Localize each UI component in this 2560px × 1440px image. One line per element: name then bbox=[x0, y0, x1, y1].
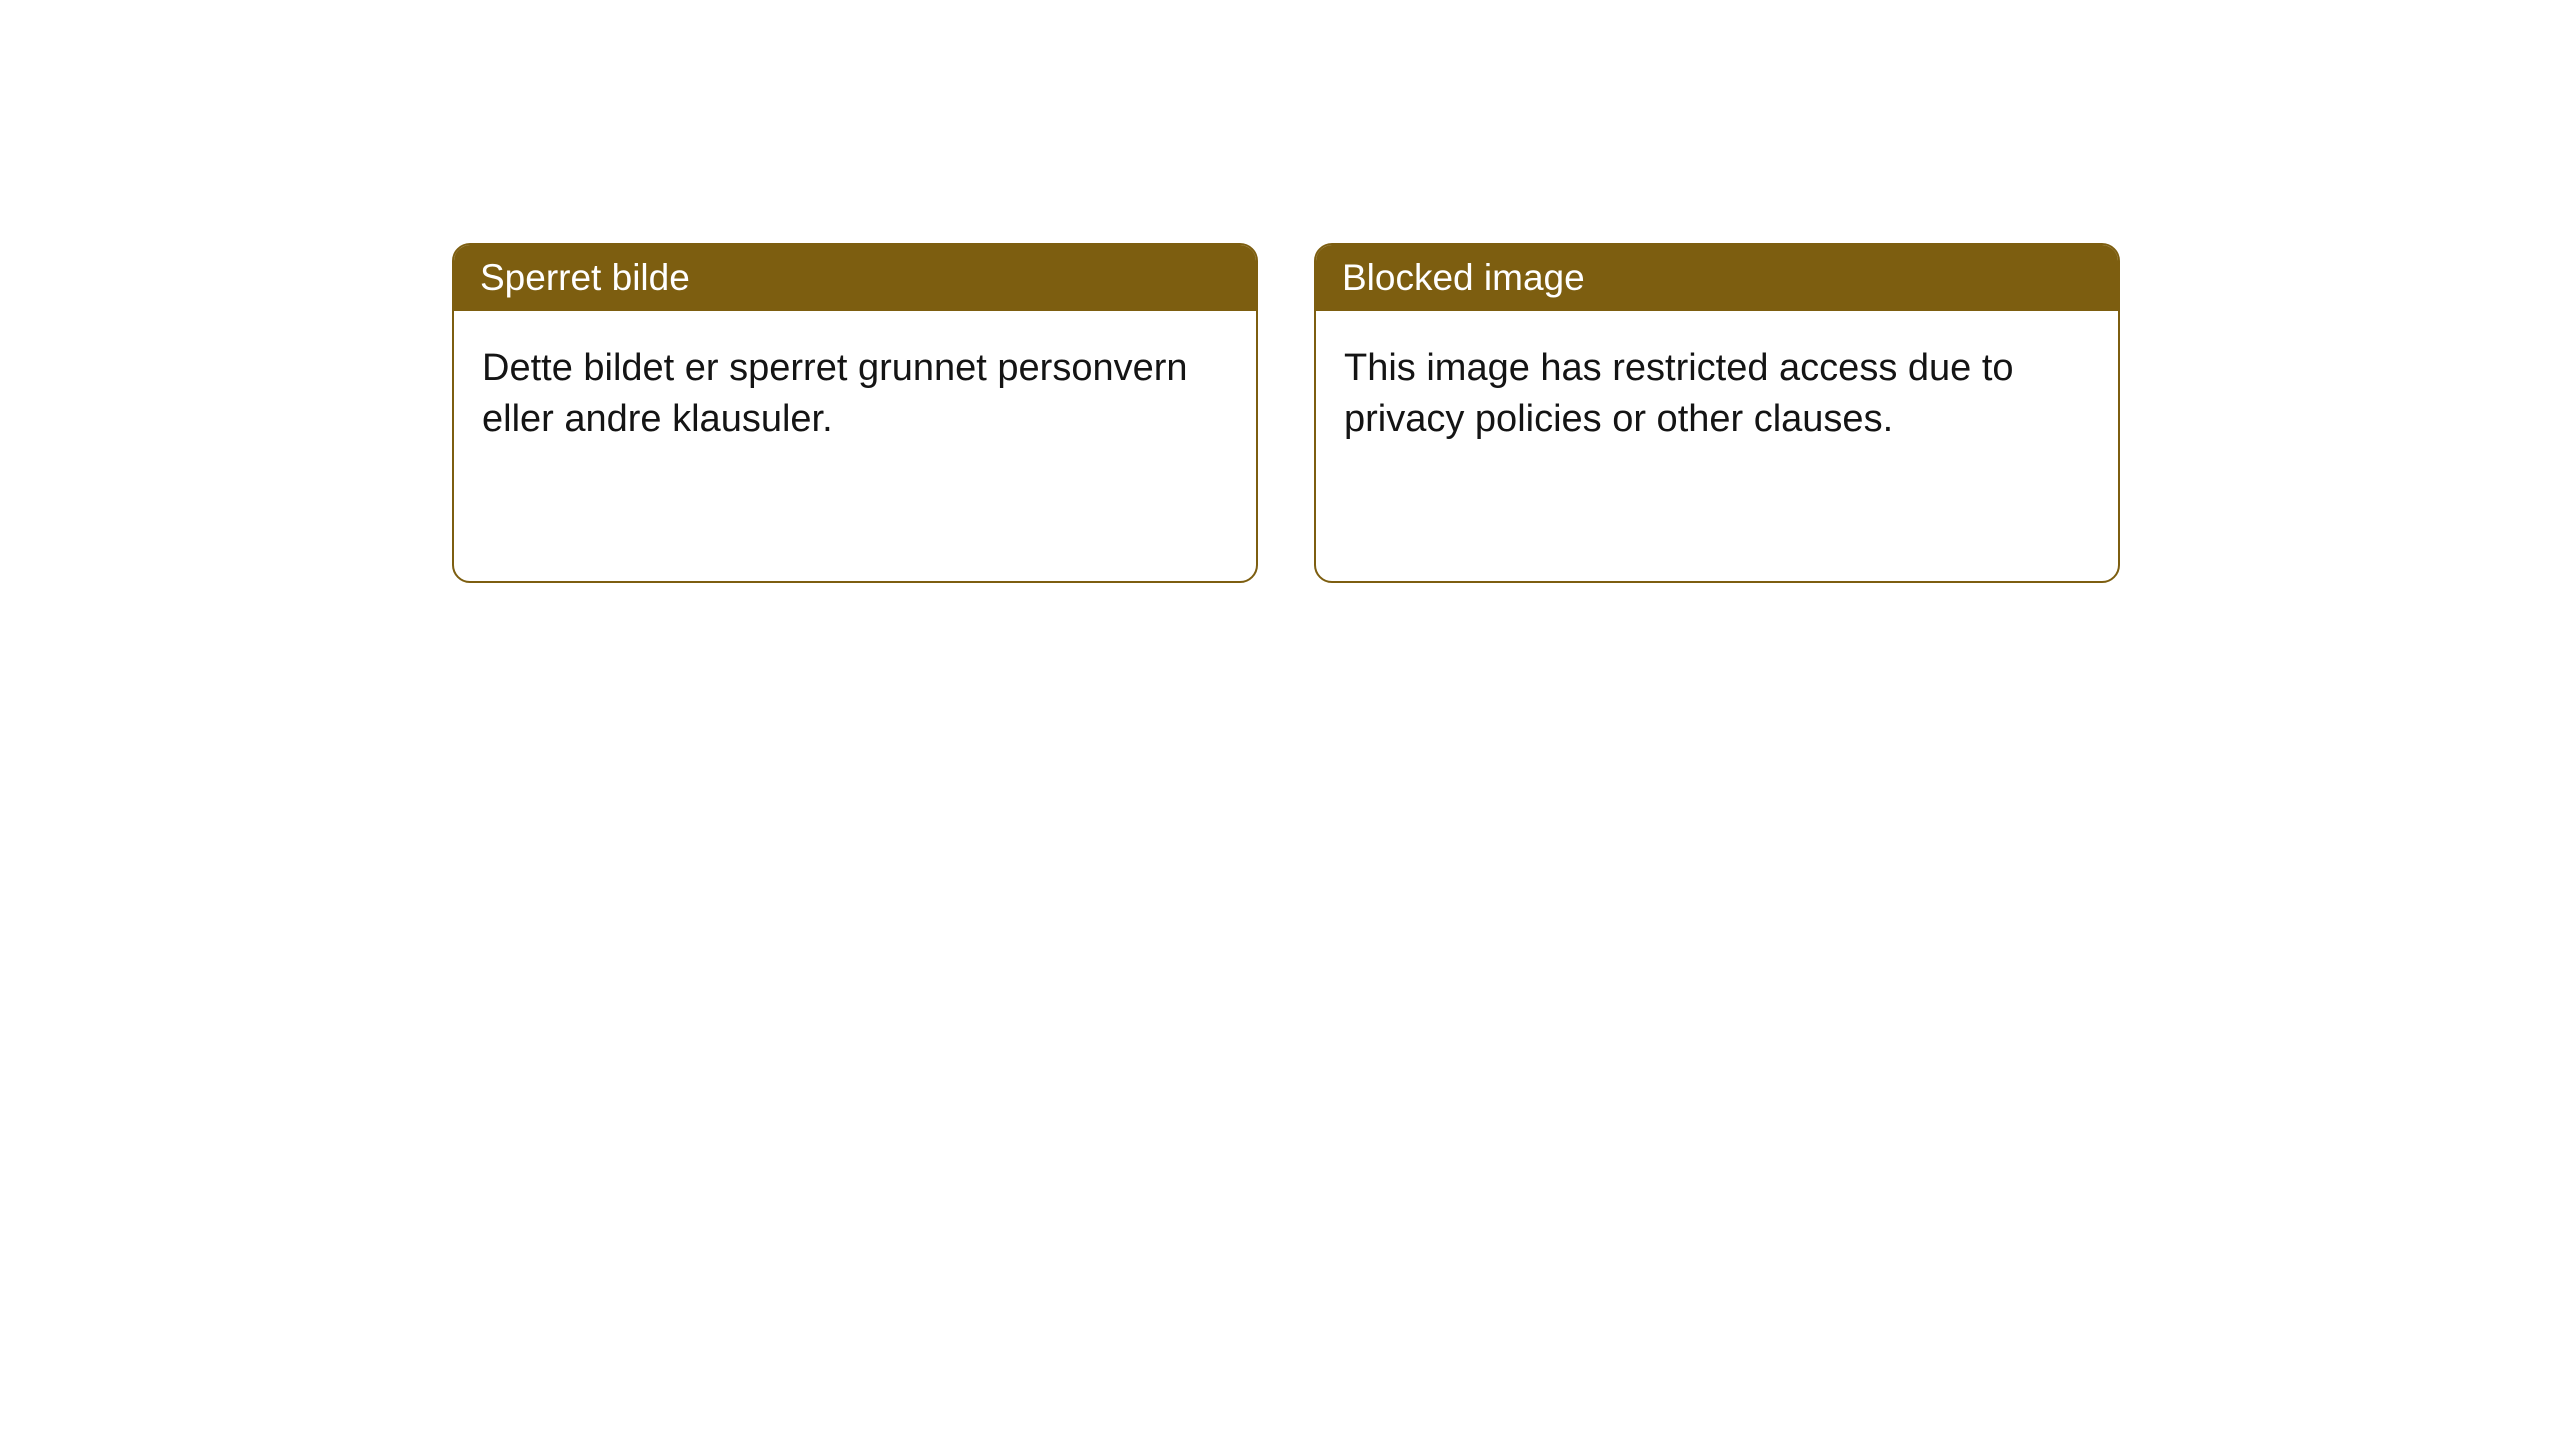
panel-body: This image has restricted access due to … bbox=[1316, 311, 2118, 478]
panel-title: Sperret bilde bbox=[454, 245, 1256, 311]
blocked-image-panel-en: Blocked image This image has restricted … bbox=[1314, 243, 2120, 583]
blocked-image-panel-no: Sperret bilde Dette bildet er sperret gr… bbox=[452, 243, 1258, 583]
panel-body: Dette bildet er sperret grunnet personve… bbox=[454, 311, 1256, 478]
panel-container: Sperret bilde Dette bildet er sperret gr… bbox=[452, 243, 2120, 583]
panel-title: Blocked image bbox=[1316, 245, 2118, 311]
